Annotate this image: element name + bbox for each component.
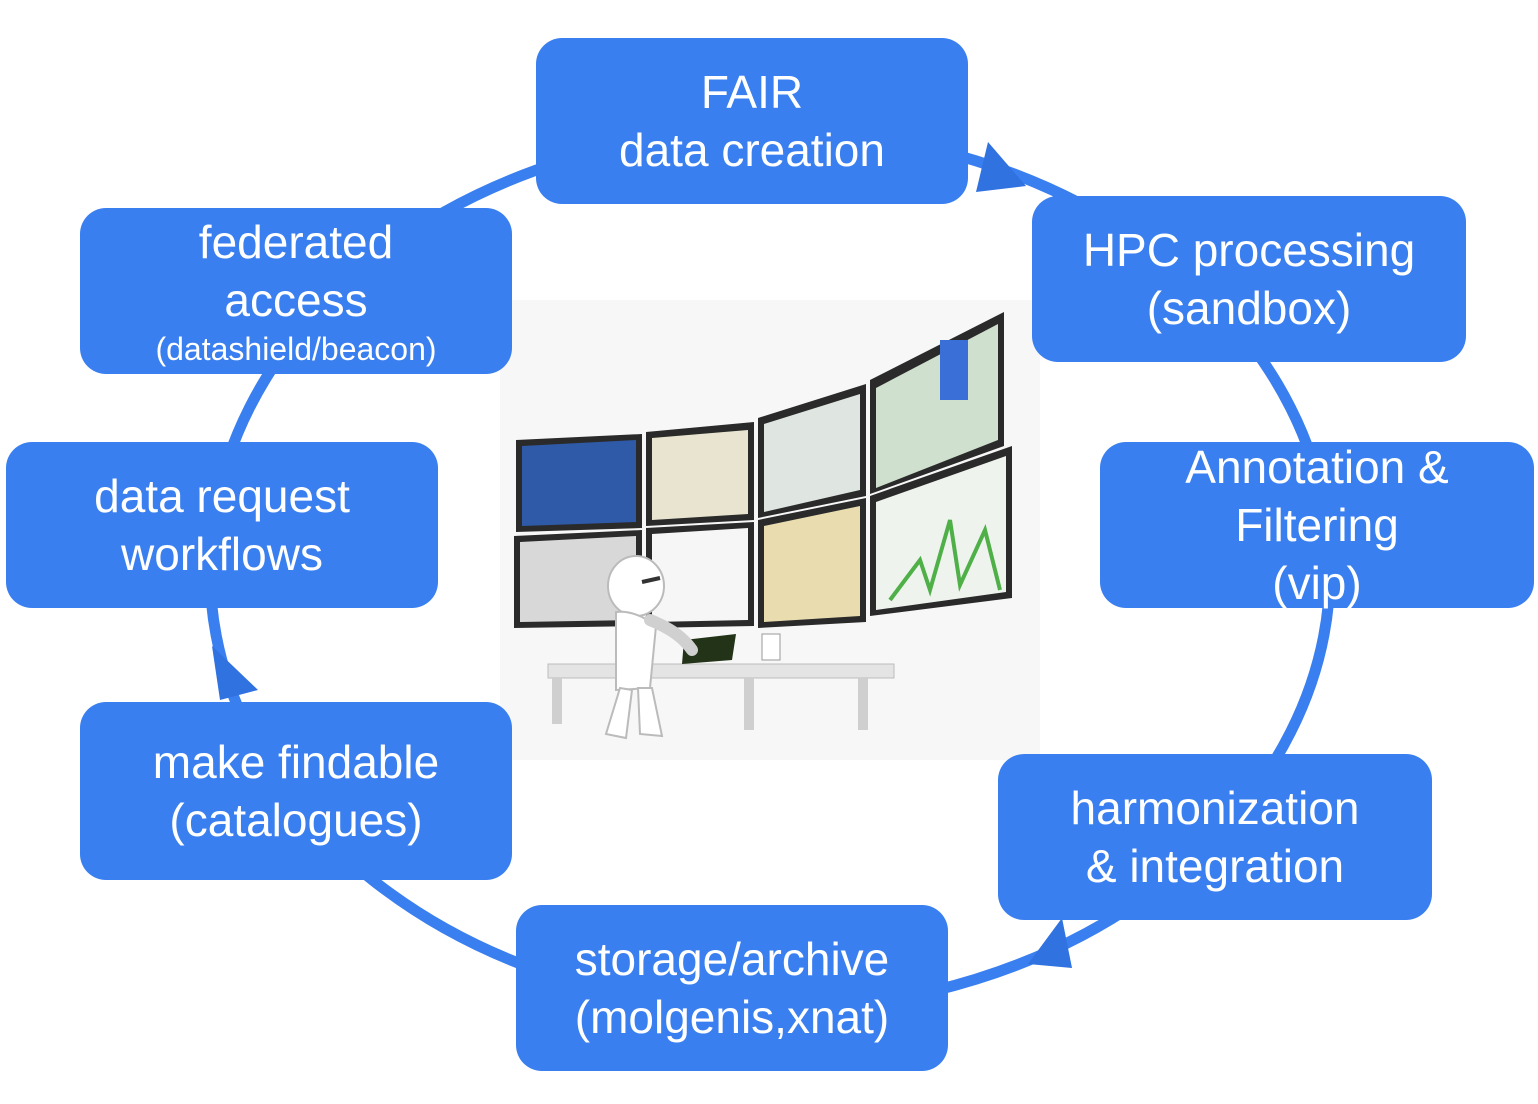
arrowhead-harmon-to-storage <box>1028 918 1072 968</box>
node-storage-archive: storage/archive (molgenis,xnat) <box>516 905 948 1071</box>
node-annotation-line-3: (vip) <box>1272 557 1362 609</box>
node-make-findable: make findable (catalogues) <box>80 702 512 880</box>
node-hpc-line-2: (sandbox) <box>1146 282 1352 334</box>
node-federated-line-2: access <box>224 274 368 326</box>
node-storage-line-1: storage/archive <box>574 933 890 985</box>
node-fair-line-2: data creation <box>619 124 885 176</box>
node-fair-line-1: FAIR <box>700 66 804 118</box>
node-request-line-2: workflows <box>121 528 323 580</box>
node-harmonization-line-2: & integration <box>1085 840 1345 892</box>
node-fair-data-creation: FAIR data creation <box>536 38 968 204</box>
node-findable-line-1: make findable <box>152 736 440 788</box>
node-harmonization: harmonization & integration <box>998 754 1432 920</box>
node-annotation-line-2: Filtering <box>1235 499 1399 551</box>
arrowhead-fair-to-hpc <box>976 142 1026 192</box>
node-request-line-1: data request <box>94 470 350 522</box>
arrowhead-request-to-findable <box>212 646 258 700</box>
node-annotation-line-1: Annotation & <box>1185 441 1449 493</box>
node-federated-access: federated access (datashield/beacon) <box>80 208 512 374</box>
node-findable-line-2: (catalogues) <box>169 794 423 846</box>
node-hpc-line-1: HPC processing <box>1082 224 1416 276</box>
control-room-illustration <box>500 300 1040 760</box>
node-harmonization-line-1: harmonization <box>1070 782 1360 834</box>
node-storage-line-2: (molgenis,xnat) <box>574 991 890 1043</box>
node-annotation-filtering: Annotation & Filtering (vip) <box>1100 441 1534 609</box>
node-federated-line-1: federated <box>198 216 394 268</box>
node-hpc-processing: HPC processing (sandbox) <box>1032 196 1466 362</box>
node-federated-line-3: (datashield/beacon) <box>155 331 437 367</box>
node-data-request-workflows: data request workflows <box>6 442 438 608</box>
